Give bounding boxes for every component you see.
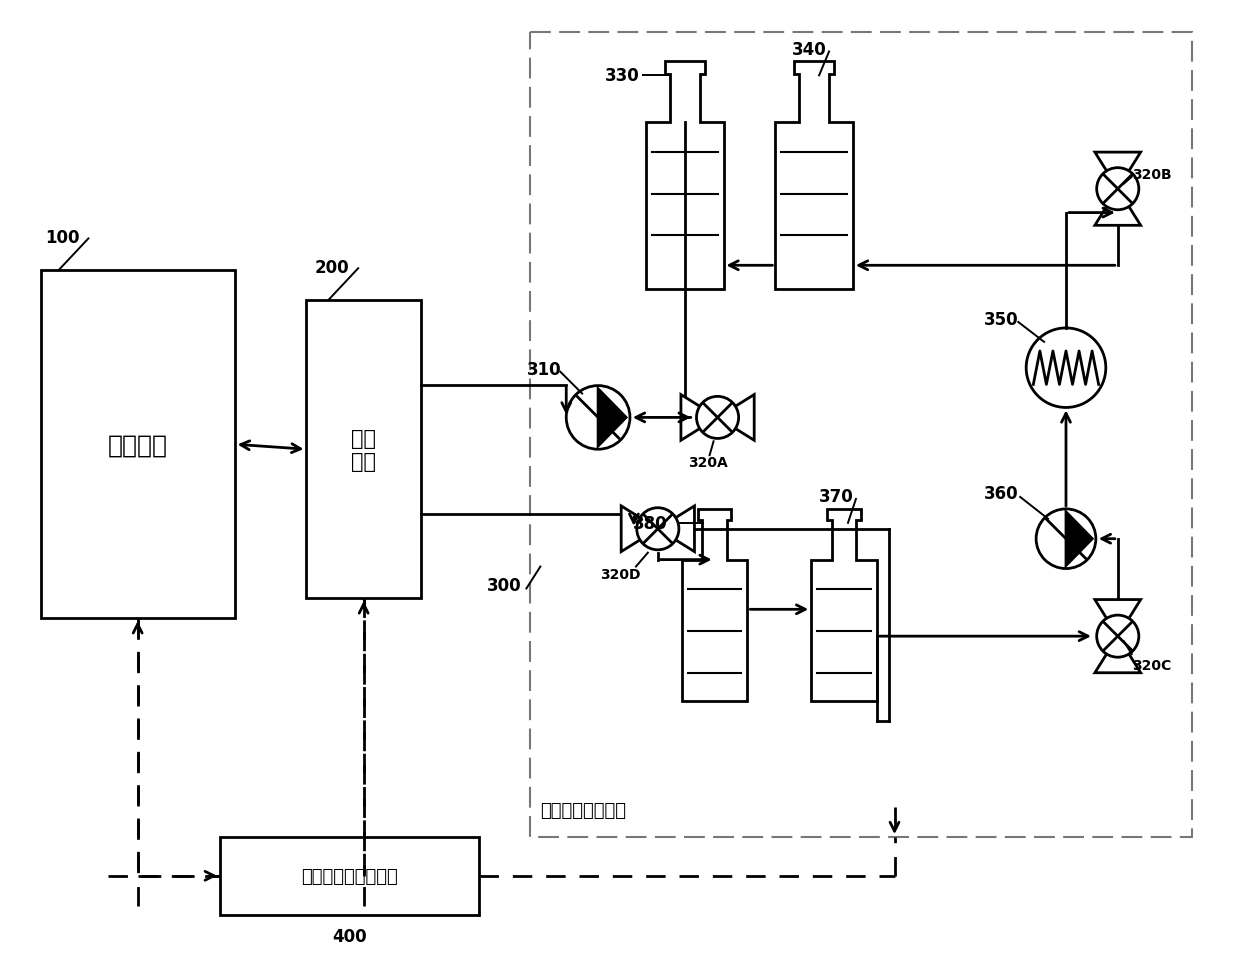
Bar xyxy=(531,32,1193,837)
Circle shape xyxy=(1027,329,1106,408)
Text: 电池系统: 电池系统 xyxy=(108,433,167,457)
Bar xyxy=(41,271,234,619)
Text: 360: 360 xyxy=(985,484,1019,503)
Polygon shape xyxy=(658,507,694,552)
Text: 340: 340 xyxy=(792,40,827,59)
Circle shape xyxy=(1037,510,1096,569)
Polygon shape xyxy=(1095,190,1141,226)
Bar xyxy=(306,301,420,599)
Text: 外置热管理控制装置: 外置热管理控制装置 xyxy=(301,867,398,885)
Polygon shape xyxy=(1066,512,1092,566)
Bar xyxy=(219,837,479,914)
Polygon shape xyxy=(1095,153,1141,190)
Text: 370: 370 xyxy=(820,487,854,506)
Polygon shape xyxy=(598,389,626,447)
Text: 310: 310 xyxy=(527,360,560,378)
Text: 330: 330 xyxy=(605,67,640,85)
Text: 100: 100 xyxy=(46,229,81,247)
Circle shape xyxy=(637,509,678,551)
Circle shape xyxy=(1096,615,1138,657)
Polygon shape xyxy=(1095,600,1141,637)
Text: 连接
装置: 连接 装置 xyxy=(351,428,376,471)
Text: 320A: 320A xyxy=(688,456,728,469)
Polygon shape xyxy=(718,395,754,441)
Circle shape xyxy=(567,386,630,450)
Text: 350: 350 xyxy=(985,311,1019,329)
Circle shape xyxy=(697,397,739,439)
Polygon shape xyxy=(621,507,658,552)
Text: 320C: 320C xyxy=(1132,658,1171,672)
Text: 400: 400 xyxy=(332,926,367,945)
Polygon shape xyxy=(682,510,748,701)
Polygon shape xyxy=(1095,637,1141,673)
Polygon shape xyxy=(681,395,718,441)
Text: 外置冷热供给系统: 外置冷热供给系统 xyxy=(541,801,626,820)
Circle shape xyxy=(1096,168,1138,210)
Text: 380: 380 xyxy=(632,514,667,532)
Polygon shape xyxy=(811,510,877,701)
Polygon shape xyxy=(646,63,723,289)
Text: 200: 200 xyxy=(315,259,348,277)
Text: 320B: 320B xyxy=(1132,167,1172,182)
Text: 320D: 320D xyxy=(600,567,641,581)
Polygon shape xyxy=(775,63,853,289)
Text: 300: 300 xyxy=(486,577,521,595)
